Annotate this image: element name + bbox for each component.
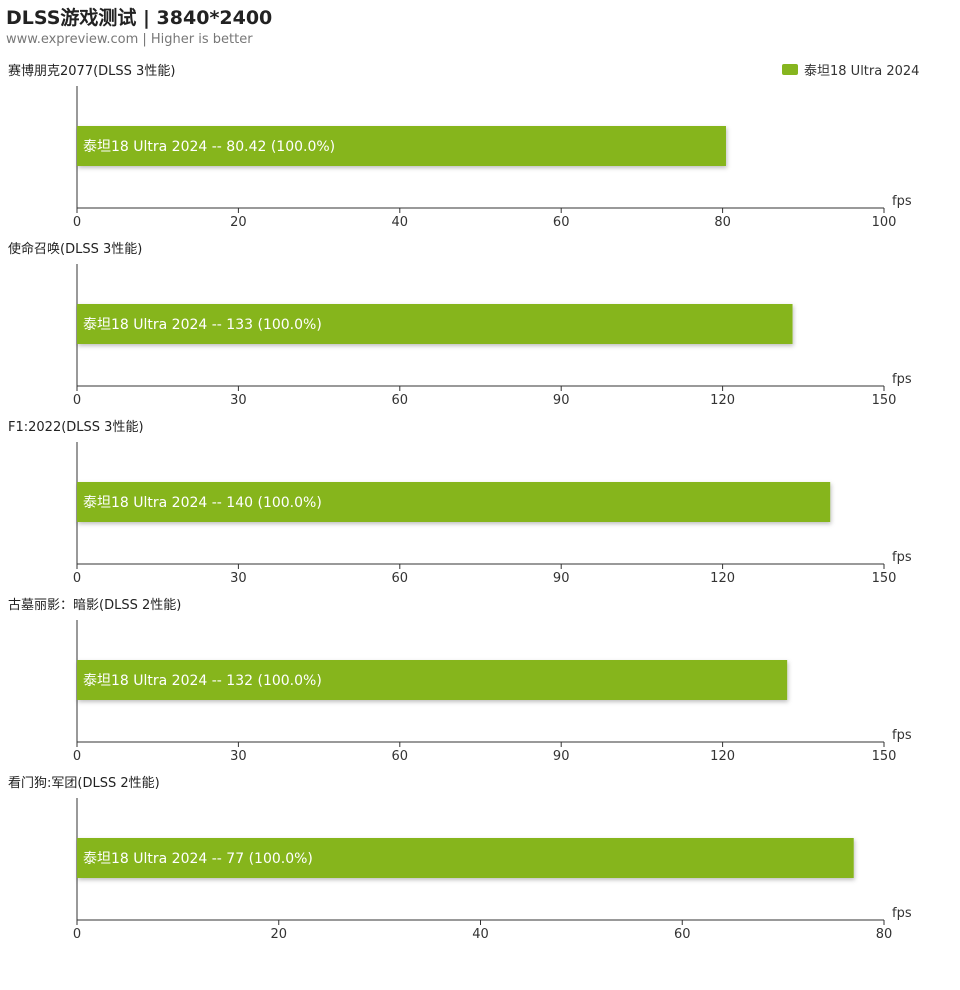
x-tick-label: 90: [553, 571, 570, 586]
x-tick-label: 40: [472, 927, 489, 942]
chart-title: F1:2022(DLSS 3性能): [8, 420, 144, 435]
bar: [77, 126, 726, 166]
x-tick-label: 150: [872, 749, 897, 764]
x-tick-label: 90: [553, 393, 570, 408]
x-tick-label: 20: [270, 927, 287, 942]
x-unit-label: fps: [892, 728, 912, 743]
x-tick-label: 120: [710, 393, 735, 408]
bar-data-label: 泰坦18 Ultra 2024 -- 133 (100.0%): [83, 317, 322, 333]
bar-data-label: 泰坦18 Ultra 2024 -- 77 (100.0%): [83, 851, 313, 867]
bar: [77, 482, 831, 522]
x-unit-label: fps: [892, 550, 912, 565]
x-tick-label: 60: [553, 215, 570, 230]
x-tick-label: 80: [876, 927, 893, 942]
bar: [77, 838, 854, 878]
chart-title: 使命召唤(DLSS 3性能): [8, 241, 142, 257]
x-tick-label: 80: [714, 215, 731, 230]
x-tick-label: 60: [674, 927, 691, 942]
legend: 泰坦18 Ultra 2024: [782, 60, 919, 79]
x-tick-label: 60: [392, 393, 409, 408]
x-tick-label: 20: [230, 215, 247, 230]
bar: [77, 304, 793, 344]
page-title: DLSS游戏测试 | 3840*2400: [6, 7, 273, 29]
x-tick-label: 100: [872, 215, 897, 230]
x-unit-label: fps: [892, 906, 912, 921]
bar-data-label: 泰坦18 Ultra 2024 -- 140 (100.0%): [83, 495, 322, 511]
x-tick-label: 0: [73, 215, 81, 230]
x-tick-label: 150: [872, 393, 897, 408]
legend-swatch: [782, 64, 798, 75]
x-tick-label: 30: [230, 393, 247, 408]
chart-title: 看门狗:军团(DLSS 2性能): [8, 775, 160, 791]
x-tick-label: 0: [73, 393, 81, 408]
x-tick-label: 150: [872, 571, 897, 586]
chart-title: 古墓丽影：暗影(DLSS 2性能): [8, 598, 181, 613]
x-tick-label: 0: [73, 927, 81, 942]
x-unit-label: fps: [892, 372, 912, 387]
x-tick-label: 0: [73, 749, 81, 764]
x-tick-label: 40: [392, 215, 409, 230]
x-tick-label: 30: [230, 749, 247, 764]
x-tick-label: 120: [710, 571, 735, 586]
bar-data-label: 泰坦18 Ultra 2024 -- 132 (100.0%): [83, 673, 322, 689]
x-tick-label: 90: [553, 749, 570, 764]
chart-title: 赛博朋克2077(DLSS 3性能): [8, 63, 175, 79]
bar: [77, 660, 788, 700]
x-tick-label: 30: [230, 571, 247, 586]
page-subtitle: www.expreview.com | Higher is better: [6, 32, 253, 47]
x-tick-label: 0: [73, 571, 81, 586]
x-tick-label: 60: [392, 749, 409, 764]
x-unit-label: fps: [892, 194, 912, 209]
bar-data-label: 泰坦18 Ultra 2024 -- 80.42 (100.0%): [83, 139, 335, 155]
x-tick-label: 60: [392, 571, 409, 586]
legend-label: 泰坦18 Ultra 2024: [804, 64, 920, 79]
x-tick-label: 120: [710, 749, 735, 764]
